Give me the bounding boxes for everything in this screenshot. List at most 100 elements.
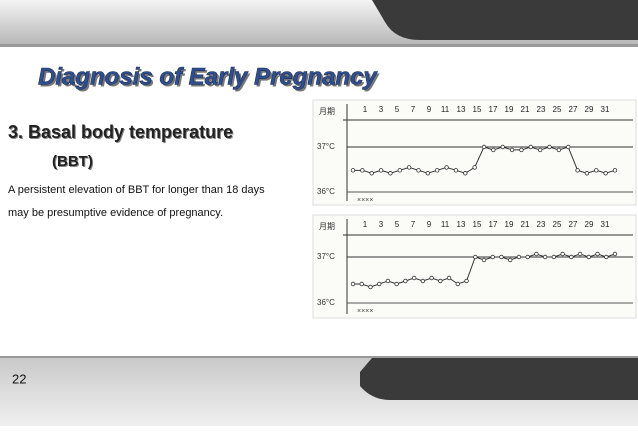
bbt-point bbox=[528, 144, 533, 150]
body-line: A persistent elevation of BBT for longer… bbox=[8, 184, 265, 196]
day-label: 11 bbox=[441, 220, 450, 229]
page-number: 22 bbox=[12, 371, 26, 386]
bbt-point bbox=[551, 254, 557, 260]
bbt-point bbox=[603, 171, 608, 176]
heading: 3. Basal body temperature bbox=[8, 122, 233, 142]
day-label: 1 bbox=[363, 220, 368, 229]
bbt-point bbox=[378, 168, 384, 173]
bbt-point bbox=[397, 168, 402, 173]
day-label: 5 bbox=[395, 105, 400, 114]
bbt-point bbox=[420, 278, 426, 284]
footer-edge bbox=[0, 356, 638, 358]
day-label: 1 bbox=[363, 105, 368, 114]
slide-title: Diagnosis of Early Pregnancy bbox=[38, 63, 378, 90]
bbt-point bbox=[385, 278, 391, 284]
bbt-point bbox=[406, 165, 412, 170]
bbt-point bbox=[394, 281, 399, 287]
bbt-point bbox=[403, 278, 408, 284]
bbt-point bbox=[569, 254, 574, 260]
bbt-point bbox=[594, 168, 599, 173]
day-label: 19 bbox=[505, 105, 514, 114]
bbt-point bbox=[509, 147, 515, 153]
day-label: 31 bbox=[601, 105, 610, 114]
bbt-point bbox=[534, 251, 539, 257]
temp-label: 36°C bbox=[317, 298, 335, 307]
month-label: 月期 bbox=[319, 222, 335, 231]
bbt-point bbox=[537, 147, 543, 153]
day-label: 23 bbox=[537, 220, 546, 229]
temp-label: 37°C bbox=[317, 142, 335, 151]
bbt-point bbox=[481, 144, 487, 150]
day-label: 23 bbox=[537, 105, 546, 114]
bbt-point bbox=[525, 254, 530, 260]
day-label: 25 bbox=[553, 220, 562, 229]
bbt-point bbox=[350, 281, 356, 287]
day-label: 27 bbox=[569, 105, 578, 114]
subheading-shadow: (BBT) bbox=[53, 154, 94, 171]
day-label: 11 bbox=[441, 105, 450, 114]
day-label: 3 bbox=[379, 105, 384, 114]
temp-label: 36°C bbox=[317, 187, 335, 196]
day-label: 13 bbox=[457, 220, 466, 229]
day-label: 7 bbox=[411, 220, 416, 229]
day-label: 5 bbox=[395, 220, 400, 229]
cross-marks: ×××× bbox=[357, 197, 373, 204]
bbt-point bbox=[388, 171, 393, 176]
day-label: 29 bbox=[585, 105, 594, 114]
bbt-point bbox=[575, 168, 580, 173]
bbt-point bbox=[508, 257, 513, 263]
bbt-point bbox=[500, 144, 505, 150]
figure-frame bbox=[312, 214, 637, 319]
bbt-point bbox=[595, 251, 600, 257]
month-label: 月期 bbox=[319, 107, 335, 116]
day-label: 17 bbox=[489, 220, 498, 229]
heading-shadow: 3. Basal body temperature bbox=[9, 123, 234, 143]
header-stripe bbox=[330, 0, 638, 40]
day-label: 21 bbox=[521, 105, 530, 114]
day-label: 15 bbox=[473, 105, 482, 114]
bbt-point bbox=[499, 254, 504, 260]
bbt-point bbox=[612, 251, 618, 257]
day-label: 7 bbox=[411, 105, 416, 114]
bbt-point bbox=[435, 168, 440, 173]
bbt-point bbox=[369, 171, 374, 176]
day-label: 9 bbox=[427, 220, 432, 229]
bbt-point bbox=[455, 281, 460, 287]
day-label: 27 bbox=[569, 220, 578, 229]
figure-frame bbox=[312, 99, 637, 206]
bbt-point bbox=[350, 168, 356, 173]
bbt-point bbox=[516, 254, 522, 260]
bbt-point bbox=[463, 171, 468, 176]
day-label: 31 bbox=[601, 220, 610, 229]
bbt-point bbox=[425, 171, 431, 176]
day-label: 29 bbox=[585, 220, 594, 229]
subheading: (BBT) bbox=[52, 153, 93, 170]
bbt-point bbox=[542, 254, 548, 260]
day-label: 3 bbox=[379, 220, 384, 229]
bbt-point bbox=[368, 284, 373, 290]
bbt-point bbox=[377, 281, 382, 287]
day-label: 17 bbox=[489, 105, 498, 114]
day-label: 13 bbox=[457, 105, 466, 114]
day-label: 19 bbox=[505, 220, 514, 229]
bbt-point bbox=[473, 254, 478, 260]
bbt-point bbox=[491, 147, 496, 153]
day-label: 9 bbox=[427, 105, 432, 114]
bbt-point bbox=[411, 275, 417, 281]
bbt-point bbox=[604, 254, 609, 260]
bbt-point bbox=[359, 281, 364, 287]
day-label: 15 bbox=[473, 220, 482, 229]
bbt-point bbox=[556, 147, 562, 153]
bbt-point bbox=[577, 251, 583, 257]
bbt-point bbox=[560, 251, 565, 257]
bbt-point bbox=[438, 278, 443, 284]
bbt-point bbox=[472, 165, 477, 170]
body-line: may be presumptive evidence of pregnancy… bbox=[8, 207, 223, 219]
bbt-point bbox=[444, 165, 449, 170]
bbt-point bbox=[453, 168, 459, 173]
day-label: 21 bbox=[521, 220, 530, 229]
bbt-point bbox=[586, 254, 591, 260]
temp-label: 37°C bbox=[317, 252, 335, 261]
bbt-point bbox=[481, 257, 487, 263]
